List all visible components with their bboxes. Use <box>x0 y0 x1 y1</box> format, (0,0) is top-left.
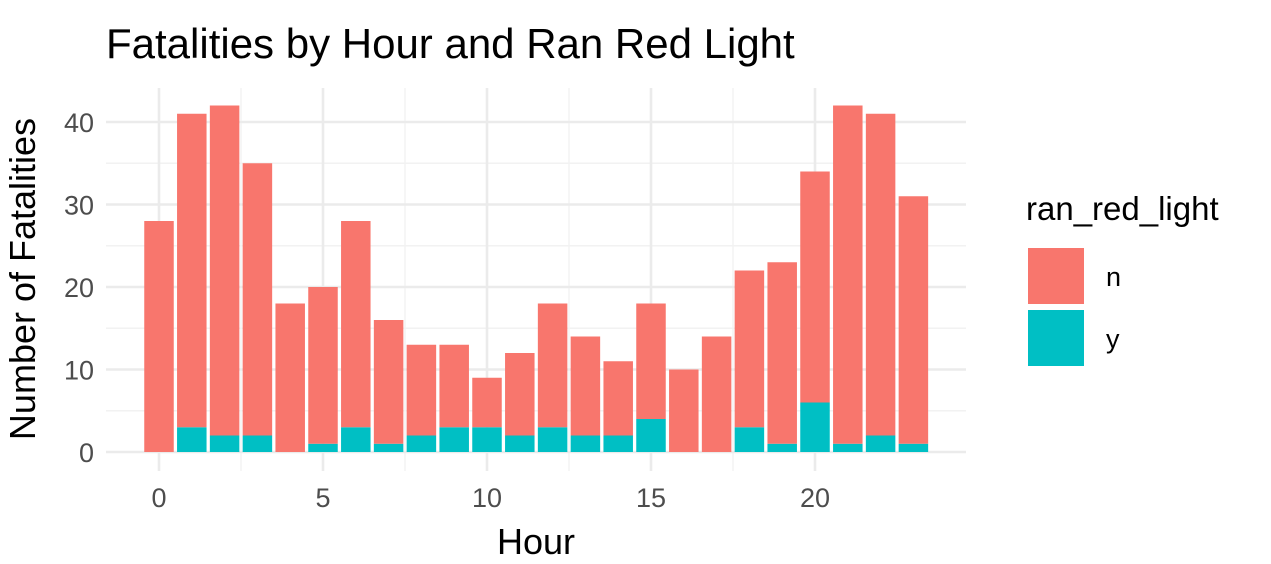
y-tick-label: 40 <box>64 108 94 138</box>
x-tick-label: 5 <box>315 483 330 513</box>
bar-n-hour-10 <box>472 377 502 428</box>
bar-y-hour-6 <box>341 427 371 452</box>
bar-n-hour-4 <box>275 303 305 452</box>
bar-y-hour-2 <box>209 435 240 452</box>
y-tick-label: 0 <box>79 438 94 468</box>
bar-y-hour-15 <box>636 419 666 452</box>
legend-label-n: n <box>1106 262 1121 292</box>
y-axis-ticks: 0 10 20 30 40 <box>64 108 94 468</box>
bar-y-hour-12 <box>537 427 568 452</box>
bar-n-hour-23 <box>898 196 929 444</box>
bar-y-hour-5 <box>308 443 338 452</box>
legend-key-y <box>1028 310 1084 366</box>
bar-n-hour-17 <box>701 336 732 452</box>
bar-y-hour-13 <box>570 435 601 452</box>
legend: ran_red_light ny <box>1026 190 1219 366</box>
bar-n-hour-20 <box>800 171 830 403</box>
legend-label-y: y <box>1106 324 1120 354</box>
x-tick-label: 20 <box>800 483 830 513</box>
bar-n-hour-14 <box>603 361 633 436</box>
bar-n-hour-5 <box>308 287 338 444</box>
x-tick-label: 0 <box>151 483 166 513</box>
bar-n-hour-1 <box>177 113 207 428</box>
x-axis-title: Hour <box>497 521 575 562</box>
bar-y-hour-21 <box>833 443 863 452</box>
bar-n-hour-6 <box>341 221 371 428</box>
x-axis-ticks: 0 5 10 15 20 <box>151 483 830 513</box>
bar-n-hour-13 <box>570 336 601 436</box>
x-tick-label: 15 <box>636 483 666 513</box>
bar-y-hour-14 <box>603 435 633 452</box>
bar-n-hour-11 <box>505 353 535 436</box>
bar-n-hour-8 <box>406 344 437 436</box>
bar-n-hour-3 <box>242 163 273 436</box>
bar-y-hour-3 <box>242 435 273 452</box>
legend-items: ny <box>1028 248 1121 366</box>
bar-y-hour-1 <box>177 427 207 452</box>
bar-n-hour-21 <box>833 105 863 444</box>
y-axis-title: Number of Fatalities <box>2 118 43 440</box>
bar-n-hour-18 <box>734 270 765 428</box>
bar-y-hour-22 <box>865 435 896 452</box>
bars <box>144 105 929 452</box>
bar-y-hour-18 <box>734 427 765 452</box>
bar-n-hour-7 <box>373 320 404 444</box>
bar-n-hour-16 <box>669 369 699 452</box>
bar-y-hour-19 <box>767 443 797 452</box>
x-tick-label: 10 <box>472 483 502 513</box>
chart-title: Fatalities by Hour and Ran Red Light <box>106 20 795 67</box>
bar-y-hour-23 <box>898 443 929 452</box>
bar-n-hour-9 <box>439 344 469 428</box>
y-tick-label: 30 <box>64 191 94 221</box>
bar-y-hour-10 <box>472 427 502 452</box>
bar-n-hour-15 <box>636 303 666 419</box>
y-tick-label: 10 <box>64 356 94 386</box>
bar-y-hour-7 <box>373 443 404 452</box>
bar-n-hour-19 <box>767 262 797 444</box>
bar-n-hour-2 <box>209 105 240 436</box>
y-tick-label: 20 <box>64 273 94 303</box>
bar-n-hour-22 <box>865 113 896 436</box>
legend-title: ran_red_light <box>1026 190 1219 227</box>
bar-y-hour-20 <box>800 402 830 452</box>
legend-key-n <box>1028 248 1084 304</box>
bar-n-hour-12 <box>537 303 568 428</box>
bar-y-hour-11 <box>505 435 535 452</box>
bar-n-hour-0 <box>144 221 174 452</box>
bar-y-hour-8 <box>406 435 437 452</box>
bar-y-hour-9 <box>439 427 469 452</box>
